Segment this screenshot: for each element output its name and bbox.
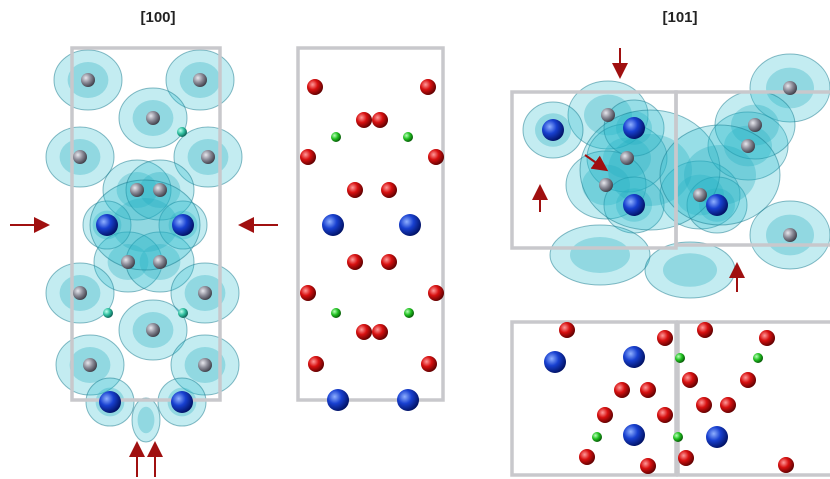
atom	[682, 372, 698, 388]
arrow	[584, 154, 609, 172]
atom	[599, 178, 613, 192]
atom	[300, 149, 316, 165]
atom	[428, 285, 444, 301]
atom	[381, 254, 397, 270]
atom	[623, 194, 645, 216]
atom	[697, 322, 713, 338]
atom	[428, 149, 444, 165]
unit-cell	[296, 46, 445, 402]
atom	[693, 188, 707, 202]
atom	[307, 79, 323, 95]
unit-cell	[674, 90, 830, 247]
atom	[579, 449, 595, 465]
atom	[640, 382, 656, 398]
atom	[404, 308, 414, 318]
atom	[542, 119, 564, 141]
atom	[614, 382, 630, 398]
unit-cell	[510, 320, 678, 477]
atom	[753, 353, 763, 363]
atom	[356, 324, 372, 340]
isosurface	[131, 397, 161, 443]
atom	[308, 356, 324, 372]
atom	[673, 432, 683, 442]
atom	[720, 397, 736, 413]
atom	[73, 150, 87, 164]
atom	[347, 182, 363, 198]
atom	[421, 356, 437, 372]
atom	[198, 358, 212, 372]
atom	[597, 407, 613, 423]
isosurface	[579, 109, 721, 231]
atom	[300, 285, 316, 301]
atom	[331, 308, 341, 318]
atom	[678, 450, 694, 466]
atom	[399, 214, 421, 236]
atom	[198, 286, 212, 300]
atom	[759, 330, 775, 346]
atom	[403, 132, 413, 142]
atom	[372, 324, 388, 340]
atom	[559, 322, 575, 338]
atom	[748, 118, 762, 132]
atom	[696, 397, 712, 413]
atom	[193, 73, 207, 87]
isosurface	[549, 224, 651, 286]
atom	[620, 151, 634, 165]
atom	[397, 389, 419, 411]
atom	[372, 112, 388, 128]
atom	[153, 255, 167, 269]
atom	[623, 424, 645, 446]
atom	[623, 346, 645, 368]
atom	[146, 323, 160, 337]
atom	[322, 214, 344, 236]
atom	[96, 214, 118, 236]
atom	[778, 457, 794, 473]
atom	[657, 330, 673, 346]
atom	[121, 255, 135, 269]
atom	[592, 432, 602, 442]
panel-title: [101]	[662, 9, 697, 26]
atom	[73, 286, 87, 300]
atom	[675, 353, 685, 363]
unit-cell	[676, 320, 830, 477]
atom	[153, 183, 167, 197]
atom	[623, 117, 645, 139]
atom	[171, 391, 193, 413]
atom	[601, 108, 615, 122]
atom	[381, 182, 397, 198]
atom	[657, 407, 673, 423]
isosurface-core	[570, 237, 630, 273]
atom	[356, 112, 372, 128]
atom	[783, 228, 797, 242]
unit-cell	[70, 46, 222, 402]
atom	[201, 150, 215, 164]
panel-title: [100]	[140, 9, 175, 26]
atom	[740, 372, 756, 388]
isosurface	[89, 179, 201, 271]
atom	[420, 79, 436, 95]
atom	[741, 139, 755, 153]
atom	[81, 73, 95, 87]
atom	[83, 358, 97, 372]
atom	[172, 214, 194, 236]
atom	[178, 308, 188, 318]
atom	[544, 351, 566, 373]
atom	[783, 81, 797, 95]
atom	[146, 111, 160, 125]
atom	[327, 389, 349, 411]
isosurface-core	[137, 406, 155, 434]
atom	[706, 426, 728, 448]
atom	[347, 254, 363, 270]
isosurface-core	[663, 253, 717, 287]
atom	[99, 391, 121, 413]
atom	[130, 183, 144, 197]
atom	[331, 132, 341, 142]
atom	[103, 308, 113, 318]
atom	[640, 458, 656, 474]
atom	[177, 127, 187, 137]
atom	[706, 194, 728, 216]
isosurface-core	[112, 198, 178, 252]
